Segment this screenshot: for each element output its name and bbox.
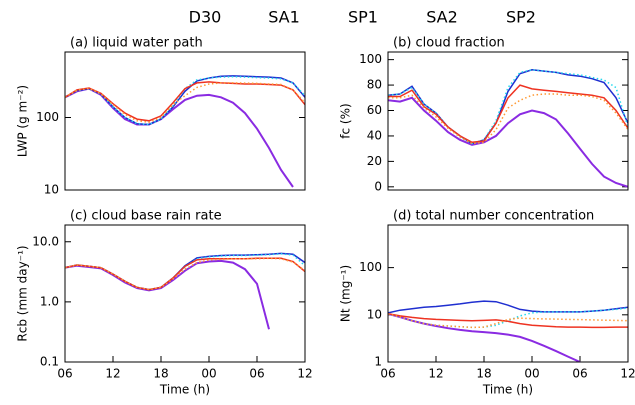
panel: (d) total number concentration Nt (mg⁻¹) 1… bbox=[339, 209, 635, 397]
y-tick-label: 1.0 bbox=[40, 294, 59, 308]
x-tick-label: 12 bbox=[105, 367, 120, 381]
y-tick-label: 10 bbox=[44, 183, 59, 197]
series-line bbox=[388, 313, 628, 329]
series-line bbox=[388, 96, 628, 188]
x-tick-label: 06 bbox=[57, 367, 72, 381]
series-line bbox=[65, 81, 305, 122]
y-axis-label: LWP (g m⁻²) bbox=[16, 85, 30, 157]
y-tick-label: 100 bbox=[359, 52, 382, 66]
x-tick-label: 00 bbox=[524, 367, 539, 381]
panel-title: (d) total number concentration bbox=[393, 209, 594, 224]
plot-frame bbox=[64, 224, 306, 363]
series-line bbox=[388, 84, 628, 144]
y-tick-label: 1 bbox=[374, 355, 382, 369]
x-tick-label: 12 bbox=[297, 367, 312, 381]
series-line bbox=[388, 69, 628, 145]
x-axis-label: Time (h) bbox=[159, 383, 210, 397]
series-line bbox=[65, 87, 294, 188]
y-axis-label: Nt (mg⁻¹) bbox=[339, 265, 353, 322]
series-line bbox=[388, 300, 628, 314]
panel-title: (b) cloud fraction bbox=[393, 36, 505, 51]
x-tick-label: 12 bbox=[620, 367, 635, 381]
y-tick-label: 100 bbox=[359, 260, 382, 274]
panel: (b) cloud fraction fc (%) 0 20 40 60 80 100 bbox=[339, 36, 629, 193]
x-tick-label: 18 bbox=[476, 367, 491, 381]
y-tick-label: 60 bbox=[367, 103, 382, 117]
y-tick-label: 0 bbox=[374, 179, 382, 193]
x-tick-label: 06 bbox=[380, 367, 395, 381]
series-line bbox=[65, 257, 305, 291]
y-tick-label: 10.0 bbox=[32, 234, 59, 248]
y-tick-label: 0.1 bbox=[40, 355, 59, 369]
y-tick-label: 40 bbox=[367, 128, 382, 142]
y-tick-label: 80 bbox=[367, 78, 382, 92]
plot-frame bbox=[387, 51, 629, 191]
legend-entry: SA2 bbox=[426, 8, 458, 27]
y-tick-label: 20 bbox=[367, 154, 382, 168]
series-line bbox=[65, 257, 305, 291]
series-line bbox=[388, 313, 628, 329]
series-line bbox=[65, 82, 305, 123]
y-axis-label: fc (%) bbox=[339, 103, 353, 138]
series-line bbox=[388, 93, 628, 145]
series-line bbox=[65, 259, 270, 330]
x-tick-label: 06 bbox=[572, 367, 587, 381]
panel: (c) cloud base rain rate Rcb (mm day⁻¹)10… bbox=[16, 209, 313, 397]
y-axis-label: Rcb (mm day⁻¹) bbox=[16, 245, 30, 341]
legend-entry: SP1 bbox=[348, 8, 378, 27]
legend-entry: D30 bbox=[189, 8, 222, 27]
panel-title: (a) liquid water path bbox=[70, 36, 203, 51]
x-tick-label: 12 bbox=[428, 367, 443, 381]
x-axis-label: Time (h) bbox=[482, 383, 533, 397]
x-tick-label: 18 bbox=[153, 367, 168, 381]
panel: (a) liquid water path LWP (g m⁻²) 10 100 bbox=[16, 36, 306, 197]
x-tick-label: 00 bbox=[201, 367, 216, 381]
y-tick-label: 10 bbox=[367, 307, 382, 321]
plot-frame bbox=[387, 224, 629, 363]
legend-entry: SP2 bbox=[506, 8, 536, 27]
y-tick-label: 100 bbox=[36, 110, 59, 124]
legend-entry: SA1 bbox=[268, 8, 300, 27]
panel-title: (c) cloud base rain rate bbox=[70, 209, 222, 224]
plot-frame bbox=[64, 51, 306, 191]
x-tick-label: 06 bbox=[249, 367, 264, 381]
